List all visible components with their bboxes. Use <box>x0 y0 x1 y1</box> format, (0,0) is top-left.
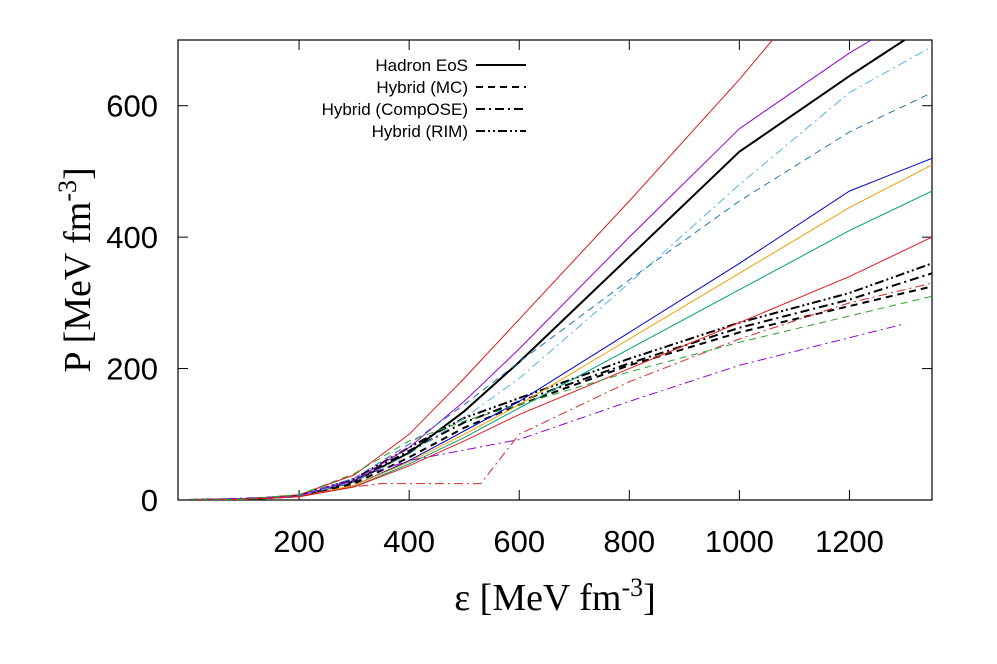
legend-bg <box>200 75 532 97</box>
plot-frame <box>177 39 933 501</box>
legend-bg <box>200 119 532 141</box>
y-tick-label: 200 <box>106 352 158 387</box>
legend-bg <box>200 97 532 119</box>
series-line <box>188 46 932 500</box>
x-tick-label: 800 <box>603 524 655 559</box>
legend-label: Hybrid (MC) <box>376 78 468 97</box>
series-line <box>188 295 932 500</box>
series-line <box>188 92 932 500</box>
x-tick-label: 600 <box>493 524 545 559</box>
series-line <box>188 282 932 500</box>
x-label-end: ] <box>643 577 656 619</box>
x-axis-label: ε [MeV fm-3] <box>454 573 656 619</box>
series-line <box>188 190 932 500</box>
y-tick-label: 600 <box>106 89 158 124</box>
y-label-sup: -3 <box>53 180 82 202</box>
y-tick-label: 0 <box>141 483 158 518</box>
x-tick-label: 400 <box>383 524 435 559</box>
legend-label: Hybrid (CompOSE) <box>322 100 468 119</box>
x-tick-label: 1200 <box>815 524 884 559</box>
series-line <box>188 262 932 500</box>
x-label-text: ε [MeV fm <box>454 577 621 619</box>
series-line <box>188 285 932 500</box>
y-label-text: P [MeV fm <box>57 202 99 373</box>
series-line <box>188 272 932 500</box>
series-line <box>188 164 932 500</box>
series-line <box>188 236 932 500</box>
legend-label: Hybrid (RIM) <box>372 122 468 141</box>
y-tick-label: 400 <box>106 220 158 255</box>
legend-label: Hadron EoS <box>375 56 468 75</box>
x-tick-label: 200 <box>273 524 325 559</box>
y-label-end: ] <box>57 167 99 180</box>
y-axis-label: P [MeV fm-3] <box>53 167 99 372</box>
legend-bg <box>200 53 532 75</box>
series-line <box>188 323 905 500</box>
series-line <box>188 157 932 500</box>
x-label-sup: -3 <box>621 573 643 602</box>
x-tick-label: 1000 <box>705 524 774 559</box>
